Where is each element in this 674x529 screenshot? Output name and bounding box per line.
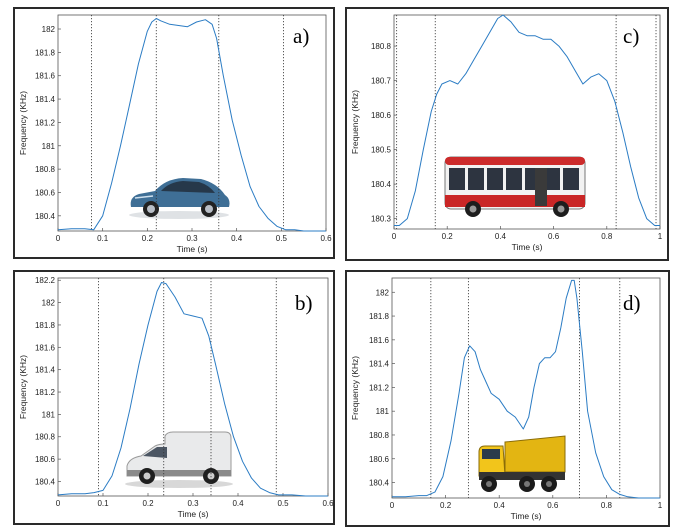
y-axis-label: Frequency (KHz): [18, 91, 28, 155]
y-tick-label: 180.8: [35, 433, 56, 442]
y-tick-label: 180.4: [35, 477, 56, 486]
y-tick-label: 181.6: [35, 343, 56, 352]
chart-a: 0 0.1 0.2 0.3 0.4 0.5 0.6 180.4 180.6 180.8 181 181…: [18, 14, 332, 254]
y-axis-label: Frequency (KHz): [350, 90, 360, 154]
x-tick-label: 0.1: [97, 234, 109, 243]
x-tick-label: 0.2: [442, 232, 454, 241]
van-icon: [125, 431, 233, 488]
x-tick-label: 0.6: [322, 499, 334, 508]
x-tick-label: 0: [56, 499, 61, 508]
y-tick-label: 181.6: [35, 72, 56, 81]
chart-d: 0 0.2 0.4 0.6 0.8 1 180.4 180.6 180.8 181 181.2 181…: [350, 277, 663, 521]
y-tick-label: 180.3: [371, 215, 392, 224]
y-tick-label: 180.7: [371, 77, 392, 86]
y-tick-label: 181.8: [35, 321, 56, 330]
y-tick-label: 182.2: [35, 276, 56, 285]
x-tick-label: 1: [658, 501, 663, 510]
y-tick-label: 180.4: [35, 212, 56, 221]
bus-icon: [444, 156, 586, 217]
y-tick-label: 181: [376, 407, 390, 416]
y-tick-label: 181.8: [35, 48, 56, 57]
x-tick-label: 0.6: [547, 501, 559, 510]
x-tick-label: 0: [392, 232, 397, 241]
series-line-0: [57, 18, 326, 232]
chart-c: 0 0.2 0.4 0.6 0.8 1 180.3 180.4 180.5 180.6 180.7 1…: [350, 14, 663, 252]
panel-b: 0 0.1 0.2 0.3 0.4 0.5 0.6 180.4 180.6 180.8 181 181…: [13, 270, 335, 525]
truck-icon: [478, 435, 566, 492]
series-line-0: [394, 14, 660, 226]
x-tick-label: 0.4: [494, 501, 506, 510]
x-axis-label: Time (s): [511, 511, 542, 521]
x-tick-label: 0.4: [231, 234, 243, 243]
y-tick-label: 181.8: [369, 312, 390, 321]
y-tick-label: 181.4: [35, 95, 56, 104]
x-tick-label: 0.3: [187, 499, 199, 508]
y-tick-label: 181.4: [369, 360, 390, 369]
y-tick-label: 180.8: [371, 42, 392, 51]
y-tick-label: 180.4: [369, 479, 390, 488]
panel-tag: d): [623, 291, 641, 315]
plot-frame: [391, 277, 661, 499]
x-tick-label: 0.8: [601, 232, 613, 241]
car-icon: [129, 178, 230, 219]
x-tick-label: 0.1: [97, 499, 109, 508]
x-tick-label: 0.3: [186, 234, 198, 243]
x-tick-label: 0.5: [276, 234, 288, 243]
y-axis-label: Frequency (KHz): [350, 356, 360, 420]
y-tick-label: 181.4: [35, 366, 56, 375]
x-tick-label: 0: [390, 501, 395, 510]
y-tick-label: 181: [42, 142, 56, 151]
y-tick-label: 180.8: [35, 165, 56, 174]
y-axis-label: Frequency (KHz): [18, 355, 28, 419]
y-tick-label: 182: [376, 288, 390, 297]
x-axis-label: Time (s): [512, 242, 543, 252]
panel-tag: b): [295, 291, 313, 315]
series-line-0: [57, 282, 328, 497]
panel-tag: c): [623, 24, 639, 48]
y-tick-label: 180.6: [371, 111, 392, 120]
x-tick-label: 0: [56, 234, 61, 243]
x-tick-label: 0.6: [548, 232, 560, 241]
x-tick-label: 0.2: [440, 501, 452, 510]
y-tick-label: 181.2: [369, 383, 390, 392]
x-tick-label: 0.4: [495, 232, 507, 241]
panel-tag: a): [293, 24, 309, 48]
x-axis-label: Time (s): [178, 509, 209, 519]
x-tick-label: 1: [658, 232, 663, 241]
panel-d: 0 0.2 0.4 0.6 0.8 1 180.4 180.6 180.8 181 181.2 181…: [345, 270, 670, 527]
y-tick-label: 181: [42, 410, 56, 419]
y-tick-label: 181.2: [35, 118, 56, 127]
panel-a: 0 0.1 0.2 0.3 0.4 0.5 0.6 180.4 180.6 180.8 181 181…: [13, 7, 335, 259]
y-tick-label: 180.5: [371, 146, 392, 155]
y-tick-label: 180.4: [371, 180, 392, 189]
y-tick-label: 180.6: [369, 455, 390, 464]
x-tick-label: 0.5: [277, 499, 289, 508]
x-tick-label: 0.6: [320, 234, 332, 243]
x-tick-label: 0.2: [142, 499, 154, 508]
y-tick-label: 180.6: [35, 188, 56, 197]
x-tick-label: 0.8: [601, 501, 613, 510]
y-tick-label: 182: [42, 299, 56, 308]
y-tick-label: 180.8: [369, 431, 390, 440]
y-tick-label: 182: [42, 25, 56, 34]
plot-frame: [393, 14, 661, 230]
x-tick-label: 0.2: [142, 234, 154, 243]
panel-c: 0 0.2 0.4 0.6 0.8 1 180.3 180.4 180.5 180.6 180.7 1…: [345, 7, 669, 261]
x-axis-label: Time (s): [177, 244, 208, 254]
y-tick-label: 181.6: [369, 336, 390, 345]
y-tick-label: 181.2: [35, 388, 56, 397]
series-line-0: [392, 279, 660, 499]
y-tick-label: 180.6: [35, 455, 56, 464]
chart-b: 0 0.1 0.2 0.3 0.4 0.5 0.6 180.4 180.6 180.8 181 181…: [18, 276, 334, 519]
x-tick-label: 0.4: [232, 499, 244, 508]
